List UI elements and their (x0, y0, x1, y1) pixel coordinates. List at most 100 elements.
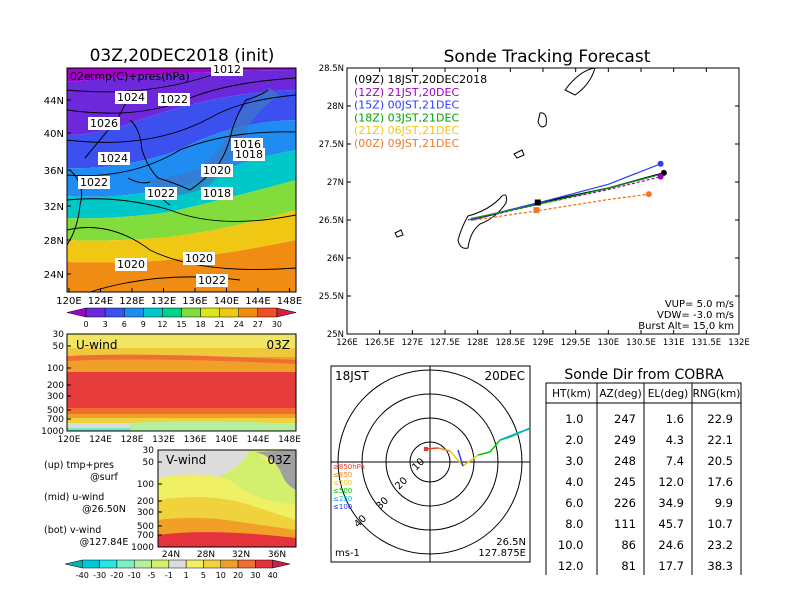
wind-colorbar-cell (116, 559, 135, 569)
temp-colorbar-label: 27 (253, 320, 263, 329)
polar-level-legend-entry: ≤500 (333, 487, 352, 495)
temperature-band (67, 90, 296, 169)
track-y-tick-label: 28.5N (319, 64, 344, 74)
panel-legend-line: @26.50N (82, 504, 126, 515)
wind-colorbar-label: -30 (93, 571, 106, 580)
isobar-label-bg (88, 117, 120, 130)
map-lon-label: 140E (214, 296, 239, 307)
isobar-label: 1018 (203, 187, 231, 200)
isobar-label-bg (145, 187, 177, 200)
isobar-label: 1024 (117, 91, 145, 104)
uwind-lon-label: 148E (278, 435, 301, 445)
table-cell: 247 (614, 412, 636, 426)
uwind-label: U-wind (76, 338, 117, 352)
panel-legend-line: (bot) v-wind (44, 525, 101, 536)
table-cell: 8.0 (565, 517, 583, 531)
table-header-cell: AZ(deg) (599, 388, 641, 400)
okinawa-island (457, 194, 507, 249)
wind-colorbar-cell (151, 559, 170, 569)
polar-lon: 127.875E (478, 548, 526, 559)
map-subtitle: tmp(C)+pres(hPa) (90, 70, 190, 83)
wind-colorbar-label: 5 (201, 571, 206, 580)
table-header-cell: RNG(km) (693, 388, 741, 400)
track-x-tick-label: 132E (728, 338, 750, 348)
wind-colorbar-cell (64, 559, 83, 569)
table-title: Sonde Dir from COBRA (564, 367, 724, 383)
temp-colorbar-label: 9 (141, 320, 146, 329)
temp-colorbar-label: 6 (122, 320, 127, 329)
track-marker (657, 160, 664, 167)
vwind-lat-label: 28N (197, 550, 215, 560)
track-x-tick-label: 126.5E (365, 338, 395, 348)
vwind-band (158, 532, 296, 547)
table-cell: 7.4 (666, 454, 684, 468)
panel-legend-line: @127.84E (80, 537, 129, 548)
polar-level-legend-entry: ≤850 (333, 471, 352, 479)
wind-colorbar-label: 1 (184, 571, 189, 580)
track-legend-entry: (12Z) 21JST,20DEC (354, 86, 459, 99)
isobar-label-bg (231, 138, 263, 151)
table-cell: 23.2 (707, 538, 733, 552)
polar-level-legend-entry: ≤100 (333, 503, 352, 511)
polar-time: 18JST (335, 369, 369, 383)
temp-colorbar-cell (238, 307, 259, 318)
uwind-pressure-label: 300 (47, 392, 64, 402)
table-cell: 1.6 (666, 412, 684, 426)
track-title: Sonde Tracking Forecast (444, 47, 651, 67)
table-cell: 24.6 (658, 538, 684, 552)
track-x-tick-label: 127.5E (430, 338, 460, 348)
map-lon-label: 132E (151, 296, 176, 307)
track-x-tick-label: 129E (532, 338, 554, 348)
temp-colorbar-cell (143, 307, 163, 318)
hodograph-segment (499, 428, 530, 441)
table-header-cell: HT(km) (552, 388, 591, 400)
uwind-pressure-label: 50 (53, 342, 65, 352)
wind-colorbar-cell (185, 559, 204, 569)
track-x-tick-label: 127E (402, 338, 424, 348)
temperature-band (67, 150, 296, 219)
isobar-label: 1018 (235, 148, 263, 161)
track-marker (534, 199, 541, 206)
isobar-label: 1026 (90, 117, 118, 130)
table-cell: 17.6 (707, 475, 733, 489)
wind-colorbar-label: 40 (268, 571, 278, 580)
wind-colorbar-cell (272, 559, 291, 569)
table-cell: 45.7 (658, 517, 684, 531)
isobar-label-bg (78, 176, 110, 189)
isobar-label: 1024 (100, 152, 128, 165)
wind-colorbar-label: 30 (250, 571, 260, 580)
table-cell: 4.3 (666, 433, 684, 447)
table-cell: 1.0 (565, 412, 583, 426)
vwind-pressure-label: 30 (143, 446, 155, 456)
uwind-pressure-label: 1000 (41, 427, 64, 437)
table-cell: 12.0 (558, 559, 584, 573)
map-lat-label: 40N (44, 129, 64, 140)
temp-colorbar-cell (104, 307, 125, 318)
wind-colorbar-label: -40 (76, 571, 89, 580)
table-cell: 4.0 (565, 475, 583, 489)
track-x-tick-label: 130E (598, 338, 620, 348)
table-cell: 86 (621, 538, 636, 552)
track-x-tick-label: 129.5E (561, 338, 591, 348)
isobar-label: 1022 (160, 93, 188, 106)
track-marker (657, 173, 664, 180)
track-info-line: VDW= -3.0 m/s (657, 310, 734, 321)
map-lat-label: 32N (44, 202, 64, 213)
table-cell: 10.0 (558, 538, 584, 552)
vwind-pressure-label: 200 (137, 497, 154, 507)
uwind-lon-label: 124E (89, 435, 112, 445)
track-legend-entry: (21Z) 06JST,21DEC (354, 124, 459, 137)
table-cell: 38.3 (707, 559, 733, 573)
temp-colorbar-cell (219, 307, 239, 318)
temp-colorbar-cell (181, 307, 201, 318)
isobar-label-bg (98, 152, 130, 165)
map-frame (66, 67, 297, 293)
map-lon-label: 120E (56, 296, 81, 307)
track-y-tick-label: 26N (327, 254, 344, 264)
polar-level-legend-entry: ≥850hPa (333, 463, 365, 471)
temp-colorbar-label: 0 (84, 320, 89, 329)
track-legend-entry: (09Z) 18JST,20DEC2018 (354, 73, 487, 86)
uwind-lon-label: 136E (184, 435, 207, 445)
isobar-label: 1020 (185, 252, 213, 265)
uwind-band (67, 354, 296, 364)
